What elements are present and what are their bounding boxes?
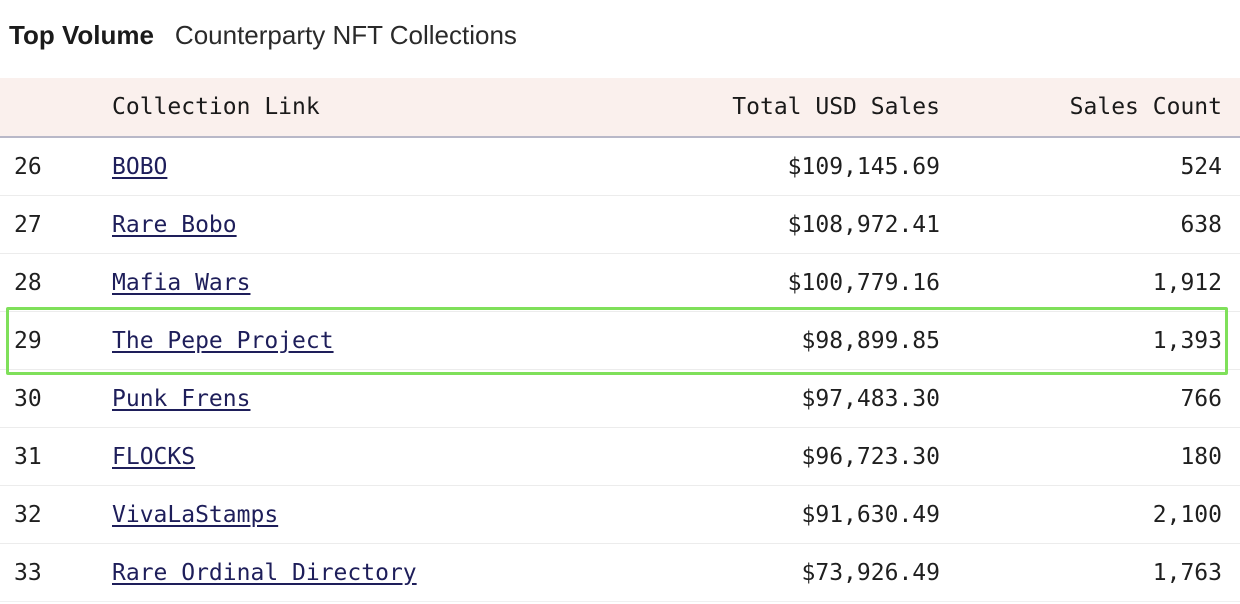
usd-sales-cell: $73,926.49: [801, 559, 940, 586]
total-usd-sales-column-header[interactable]: Total USD Sales: [732, 94, 940, 120]
sales-count-cell: 2,100: [1152, 501, 1222, 528]
usd-sales-cell: $100,779.16: [787, 269, 940, 296]
usd-sales-cell: $108,972.41: [787, 211, 940, 238]
collection-link[interactable]: BOBO: [112, 153, 168, 180]
sales-count-cell: 1,393: [1152, 327, 1222, 354]
table-row: 32 VivaLaStamps $91,630.49 2,100: [0, 486, 1240, 544]
rank-cell: 30: [14, 385, 42, 412]
collection-link[interactable]: Mafia Wars: [112, 269, 251, 296]
usd-sales-cell: $91,630.49: [801, 501, 940, 528]
page-title-bar: Top Volume Counterparty NFT Collections: [9, 17, 517, 53]
table-row: 30 Punk Frens $97,483.30 766: [0, 370, 1240, 428]
sales-count-column-header[interactable]: Sales Count: [1069, 94, 1222, 120]
sales-count-cell: 180: [1180, 443, 1222, 470]
page-title: Top Volume: [9, 19, 154, 50]
usd-sales-cell: $96,723.30: [801, 443, 940, 470]
usd-sales-cell: $98,899.85: [801, 327, 940, 354]
rank-cell: 26: [14, 153, 42, 180]
table-row: 27 Rare Bobo $108,972.41 638: [0, 196, 1240, 254]
collection-link-column-header[interactable]: Collection Link: [112, 94, 320, 120]
collection-link[interactable]: FLOCKS: [112, 443, 196, 470]
rank-cell: 32: [14, 501, 42, 528]
table-row: 31 FLOCKS $96,723.30 180: [0, 428, 1240, 486]
sales-count-cell: 766: [1180, 385, 1222, 412]
collection-link[interactable]: VivaLaStamps: [112, 501, 279, 528]
table-header: Collection Link Total USD Sales Sales Co…: [0, 78, 1240, 138]
rank-cell: 27: [14, 211, 42, 238]
collections-table: Collection Link Total USD Sales Sales Co…: [0, 78, 1240, 602]
rank-cell: 33: [14, 559, 42, 586]
table-row-highlighted: 29 The Pepe Project $98,899.85 1,393: [0, 312, 1240, 370]
rank-cell: 28: [14, 269, 42, 296]
usd-sales-cell: $109,145.69: [787, 153, 940, 180]
table-row: 33 Rare Ordinal Directory $73,926.49 1,7…: [0, 544, 1240, 602]
rank-cell: 29: [14, 327, 42, 354]
sales-count-cell: 1,912: [1152, 269, 1222, 296]
collection-link[interactable]: Rare Ordinal Directory: [112, 559, 417, 586]
rank-cell: 31: [14, 443, 42, 470]
sales-count-cell: 1,763: [1152, 559, 1222, 586]
page-subtitle: Counterparty NFT Collections: [174, 19, 517, 50]
collection-link[interactable]: Rare Bobo: [112, 211, 237, 238]
collection-link[interactable]: Punk Frens: [112, 385, 251, 412]
usd-sales-cell: $97,483.30: [801, 385, 940, 412]
table-row: 26 BOBO $109,145.69 524: [0, 138, 1240, 196]
sales-count-cell: 524: [1180, 153, 1222, 180]
sales-count-cell: 638: [1180, 211, 1222, 238]
table-row: 28 Mafia Wars $100,779.16 1,912: [0, 254, 1240, 312]
collection-link[interactable]: The Pepe Project: [112, 327, 334, 354]
